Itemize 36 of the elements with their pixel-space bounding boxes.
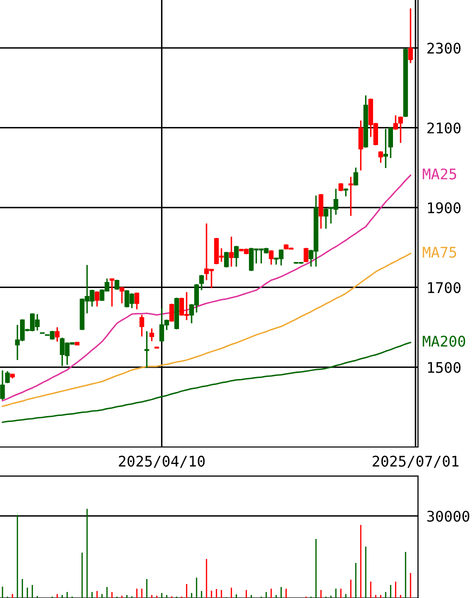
series-label: MA75 xyxy=(422,246,456,258)
candlestick xyxy=(234,245,239,268)
candlestick xyxy=(169,303,174,322)
line-series xyxy=(2,174,412,402)
candlestick xyxy=(120,286,124,304)
x-tick-label: 2025/04/10 xyxy=(118,456,205,468)
candlestick xyxy=(139,314,144,338)
y-tick-label: 1700 xyxy=(428,282,461,294)
candlestick xyxy=(353,166,358,186)
candlestick xyxy=(144,330,150,369)
candlestick xyxy=(149,328,154,342)
line-series xyxy=(2,342,412,423)
candlestick xyxy=(199,274,204,291)
candlestick xyxy=(229,236,234,268)
candlestick xyxy=(408,8,413,64)
candlestick xyxy=(318,193,324,230)
candlestick xyxy=(0,370,5,401)
y-tick-label: 2100 xyxy=(427,122,461,134)
candlestick xyxy=(268,250,274,266)
series-label: MA200 xyxy=(422,336,466,347)
line-series xyxy=(2,252,412,407)
y-tick-label: 2300 xyxy=(427,42,461,54)
y-tick-label: 1500 xyxy=(428,362,461,373)
candlestick xyxy=(110,278,114,308)
y-tick-label: 30000 xyxy=(427,510,470,522)
series-label: MA25 xyxy=(422,168,456,180)
candlestick xyxy=(383,128,388,169)
candlestick xyxy=(94,290,100,308)
candlestick xyxy=(358,120,364,172)
x-tick-label: 2025/07/01 xyxy=(372,456,458,468)
candlestick xyxy=(348,176,354,217)
candlestick xyxy=(54,326,60,342)
candlestick xyxy=(224,251,229,268)
candlestick xyxy=(134,292,140,310)
y-tick-label: 1900 xyxy=(428,202,461,214)
candlestick xyxy=(388,126,393,159)
